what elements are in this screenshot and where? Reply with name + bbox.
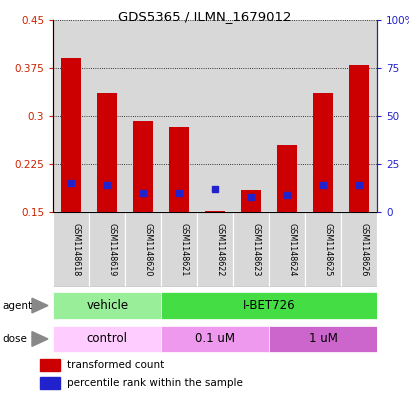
Text: GSM1148622: GSM1148622: [215, 223, 224, 276]
Polygon shape: [32, 332, 48, 346]
Bar: [276, 145, 297, 212]
Bar: [125, 212, 161, 287]
Text: GSM1148625: GSM1148625: [322, 223, 331, 276]
Bar: [233, 20, 269, 212]
Bar: [269, 326, 376, 352]
Bar: [89, 212, 125, 287]
Text: GSM1148619: GSM1148619: [107, 223, 116, 276]
Bar: [348, 64, 368, 212]
Bar: [205, 211, 225, 212]
Bar: [97, 94, 117, 212]
Text: control: control: [87, 332, 128, 345]
Bar: [304, 212, 340, 287]
Text: GDS5365 / ILMN_1679012: GDS5365 / ILMN_1679012: [118, 10, 291, 23]
Bar: [197, 20, 233, 212]
Bar: [161, 20, 197, 212]
Polygon shape: [32, 298, 48, 313]
Text: 1 uM: 1 uM: [308, 332, 337, 345]
Bar: [53, 292, 161, 319]
Bar: [133, 121, 153, 212]
Bar: [53, 20, 89, 212]
Bar: [304, 20, 340, 212]
Bar: [53, 212, 89, 287]
Text: 0.1 uM: 0.1 uM: [195, 332, 235, 345]
Bar: [125, 20, 161, 212]
Bar: [161, 212, 197, 287]
Text: GSM1148621: GSM1148621: [179, 223, 188, 276]
Bar: [340, 212, 376, 287]
Text: dose: dose: [2, 334, 27, 344]
Text: transformed count: transformed count: [67, 360, 164, 370]
Bar: [40, 359, 60, 371]
Text: vehicle: vehicle: [86, 299, 128, 312]
Bar: [340, 20, 376, 212]
Bar: [197, 212, 233, 287]
Bar: [312, 94, 332, 212]
Text: GSM1148618: GSM1148618: [71, 223, 80, 276]
Bar: [269, 20, 304, 212]
Bar: [241, 190, 261, 212]
Text: GSM1148624: GSM1148624: [287, 223, 296, 276]
Bar: [233, 212, 269, 287]
Bar: [61, 58, 81, 212]
Bar: [53, 326, 161, 352]
Bar: [89, 20, 125, 212]
Bar: [40, 377, 60, 389]
Bar: [169, 127, 189, 212]
Bar: [269, 212, 304, 287]
Text: agent: agent: [2, 301, 32, 310]
Bar: [161, 292, 376, 319]
Bar: [161, 326, 269, 352]
Text: GSM1148626: GSM1148626: [358, 223, 367, 276]
Text: I-BET726: I-BET726: [242, 299, 295, 312]
Text: GSM1148623: GSM1148623: [251, 223, 260, 276]
Text: GSM1148620: GSM1148620: [143, 223, 152, 276]
Text: percentile rank within the sample: percentile rank within the sample: [67, 378, 243, 388]
